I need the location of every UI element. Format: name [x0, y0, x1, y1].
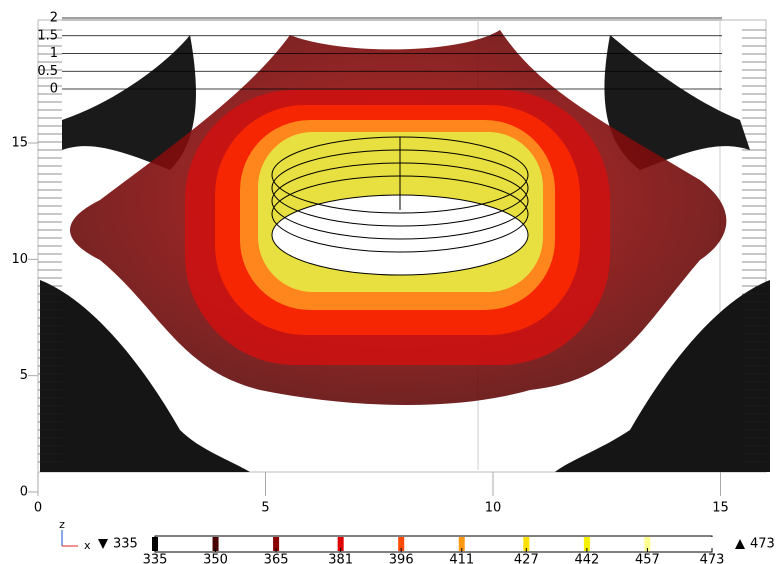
- colorbar-tick-label: 335: [143, 553, 168, 564]
- x-tick-label: 0: [34, 501, 42, 516]
- triad-z-label: z: [59, 518, 65, 531]
- axis-triad: z x: [59, 518, 91, 552]
- z-tick-label: 0.5: [37, 64, 58, 79]
- y-tick-label: 0: [20, 485, 28, 500]
- colorbar-tick-label: 350: [203, 553, 228, 564]
- colorbar-tick-label: 381: [328, 553, 353, 564]
- colorbar-tick-label: 365: [264, 553, 289, 564]
- colorbar-min: 335: [113, 537, 138, 552]
- max-marker: [735, 539, 745, 549]
- z-tick-label: 0: [50, 82, 58, 97]
- isosurfaces: [40, 30, 770, 472]
- colorbar-tick-label: 396: [389, 553, 414, 564]
- colorbar-max: 473: [750, 537, 775, 552]
- z-tick-label: 1: [50, 46, 58, 61]
- colorbar-tick-label: 457: [635, 553, 660, 564]
- colorbar-tick-label: 473: [700, 553, 725, 564]
- y-tick-label: 5: [20, 368, 28, 383]
- chart: 0 5 10 15 0 5 10 15 0 0.5 1 1.5 2 z x 335 473 335 350…: [0, 0, 779, 564]
- colorbar-tick-label: 411: [449, 553, 474, 564]
- colorbar-tick-label: 442: [574, 553, 599, 564]
- x-tick-label: 10: [485, 501, 502, 516]
- min-marker: [98, 539, 108, 549]
- y-tick-label: 10: [11, 252, 28, 267]
- z-tick-label: 2: [50, 11, 58, 26]
- x-tick-label: 5: [261, 501, 269, 516]
- x-tick-label: 15: [712, 501, 729, 516]
- y-tick-label: 15: [11, 136, 28, 151]
- triad-x-label: x: [84, 539, 91, 552]
- z-tick-label: 1.5: [37, 28, 58, 43]
- colorbar-tick-label: 427: [514, 553, 539, 564]
- colorbar-frame: [155, 536, 712, 552]
